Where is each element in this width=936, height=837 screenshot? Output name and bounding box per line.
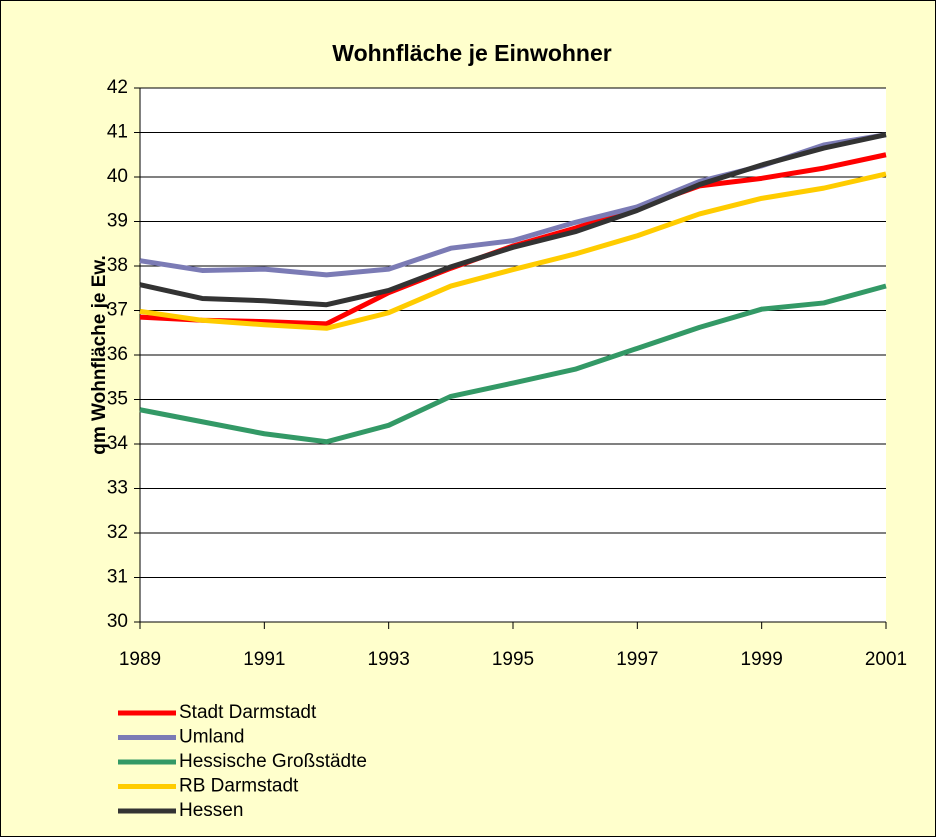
- x-tick-label: 1995: [492, 649, 534, 670]
- y-tick-label: 31: [107, 567, 128, 588]
- y-tick-label: 30: [107, 611, 128, 632]
- y-tick-label: 36: [107, 344, 128, 365]
- y-tick-label: 37: [107, 300, 128, 321]
- x-tick-label: 1997: [616, 649, 658, 670]
- y-tick-label: 38: [107, 255, 128, 276]
- y-tick-label: 42: [107, 77, 128, 98]
- y-tick-label: 35: [107, 389, 128, 410]
- y-tick-label: 41: [107, 122, 128, 143]
- x-tick-label: 1993: [368, 649, 410, 670]
- y-tick-label: 39: [107, 211, 128, 232]
- legend-label: Hessische Großstädte: [179, 751, 367, 772]
- y-tick-label: 40: [107, 166, 128, 187]
- y-axis-label: qm Wohnfläche je Ew.: [89, 255, 110, 455]
- legend-label: RB Darmstadt: [179, 776, 299, 797]
- chart-title: Wohnfläche je Einwohner: [332, 40, 611, 66]
- y-tick-label: 33: [107, 478, 128, 499]
- y-tick-label: 34: [107, 433, 129, 454]
- legend-label: Stadt Darmstadt: [179, 702, 317, 723]
- series-line: [139, 171, 887, 331]
- x-tick-label: 1991: [243, 649, 285, 670]
- x-tick-label: 1999: [741, 649, 783, 670]
- y-tick-label: 32: [107, 522, 128, 543]
- legend-label: Umland: [179, 727, 244, 748]
- x-tick-label: 2001: [865, 649, 907, 670]
- series-line: [139, 283, 887, 445]
- x-tick-label: 1989: [119, 649, 161, 670]
- series-line: [139, 132, 887, 308]
- legend-label: Hessen: [179, 800, 243, 821]
